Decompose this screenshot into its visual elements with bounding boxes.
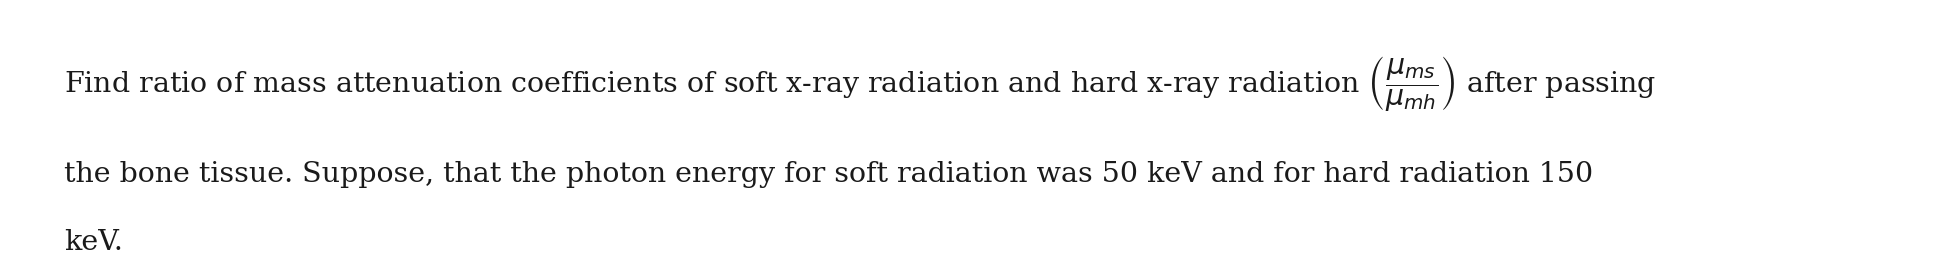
Text: the bone tissue. Suppose, that the photon energy for soft radiation was 50 keV a: the bone tissue. Suppose, that the photo… [64,161,1593,188]
Text: keV.: keV. [64,229,123,256]
Text: Find ratio of mass attenuation coefficients of soft x-ray radiation and hard x-r: Find ratio of mass attenuation coefficie… [64,54,1657,113]
